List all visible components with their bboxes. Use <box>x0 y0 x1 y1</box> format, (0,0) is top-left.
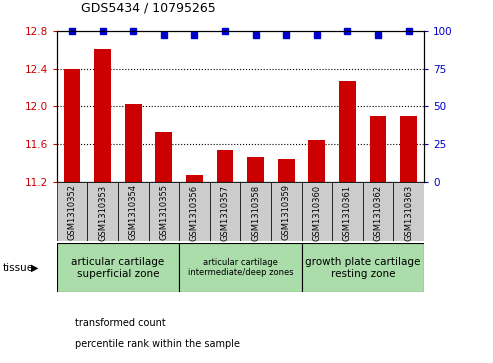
Text: GSM1310361: GSM1310361 <box>343 184 352 241</box>
Bar <box>247 157 264 182</box>
Bar <box>210 182 240 241</box>
Bar <box>179 182 210 241</box>
Text: GSM1310357: GSM1310357 <box>220 184 230 241</box>
Bar <box>57 182 87 241</box>
Text: GSM1310363: GSM1310363 <box>404 184 413 241</box>
Text: GSM1310352: GSM1310352 <box>68 184 76 241</box>
Bar <box>118 182 148 241</box>
Bar <box>186 175 203 182</box>
Text: GSM1310358: GSM1310358 <box>251 184 260 241</box>
Bar <box>64 69 80 182</box>
Text: tissue: tissue <box>2 263 34 273</box>
Text: articular cartilage
superficial zone: articular cartilage superficial zone <box>71 257 165 278</box>
Text: GDS5434 / 10795265: GDS5434 / 10795265 <box>81 1 216 15</box>
Text: percentile rank within the sample: percentile rank within the sample <box>75 339 241 350</box>
Text: GSM1310354: GSM1310354 <box>129 184 138 241</box>
Text: GSM1310359: GSM1310359 <box>282 184 291 241</box>
Bar <box>393 182 424 241</box>
Text: GSM1310356: GSM1310356 <box>190 184 199 241</box>
Bar <box>400 115 417 182</box>
Text: GSM1310360: GSM1310360 <box>313 184 321 241</box>
Bar <box>148 182 179 241</box>
Bar <box>309 140 325 182</box>
Text: GSM1310353: GSM1310353 <box>98 184 107 241</box>
Bar <box>332 182 363 241</box>
Bar <box>179 243 302 292</box>
Bar <box>339 81 356 182</box>
Bar <box>271 182 302 241</box>
Text: GSM1310355: GSM1310355 <box>159 184 168 241</box>
Bar <box>241 182 271 241</box>
Bar <box>302 182 332 241</box>
Bar <box>370 115 387 182</box>
Text: articular cartilage
intermediate/deep zones: articular cartilage intermediate/deep zo… <box>187 258 293 277</box>
Bar <box>216 150 234 182</box>
Bar <box>278 159 295 182</box>
Text: transformed count: transformed count <box>75 318 166 328</box>
Text: growth plate cartilage
resting zone: growth plate cartilage resting zone <box>305 257 421 278</box>
Text: ▶: ▶ <box>31 263 38 273</box>
Bar <box>363 182 393 241</box>
Bar <box>87 182 118 241</box>
Text: GSM1310362: GSM1310362 <box>374 184 383 241</box>
Bar <box>125 104 141 182</box>
Bar <box>57 243 179 292</box>
Bar <box>302 243 424 292</box>
Bar <box>155 132 172 182</box>
Bar <box>94 49 111 182</box>
